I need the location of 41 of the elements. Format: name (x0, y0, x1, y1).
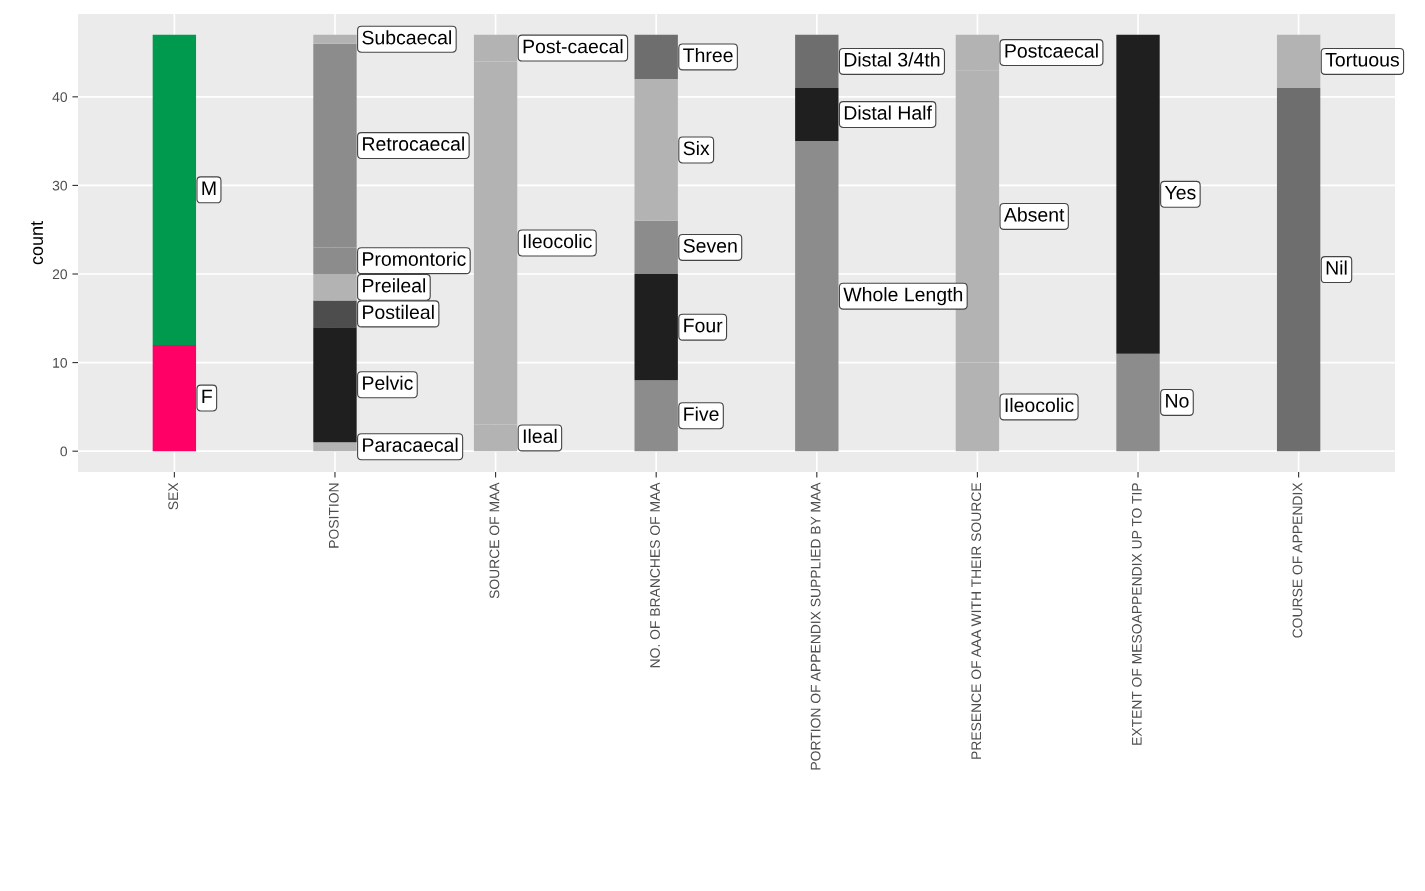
series-label: Tortuous (1325, 53, 1399, 67)
y-tick-label: 20 (52, 269, 68, 280)
x-tick-label: COURSE OF APPENDIX (1292, 482, 1303, 638)
x-tick-label: EXTENT OF MESOAPPENDIX UP TO TIP (1131, 483, 1142, 745)
series-label: M (202, 181, 216, 195)
series-label: F (202, 389, 212, 404)
y-tick-label: 10 (53, 357, 68, 368)
x-tick-label: SOURCE OF MAA (489, 482, 500, 599)
series-label: Ileal (523, 428, 557, 444)
series-label: Postileal (363, 304, 434, 320)
series-label: Pelvic (363, 375, 413, 390)
series-label: Post-caecal (523, 39, 623, 54)
series-label: Postcaecal (1005, 43, 1098, 58)
series-label: Three (683, 47, 733, 63)
x-tick-label: POSITION (328, 483, 339, 548)
x-tick-label: PORTION OF APPENDIX SUPPLIED BY MAA (810, 482, 821, 770)
x-tick-label: PRESENCE OF AAA WITH THEIR SOURCE (971, 483, 982, 759)
series-label: Five (684, 406, 719, 421)
y-tick-label: 0 (60, 446, 68, 457)
y-tick-label: 30 (52, 180, 68, 191)
series-label: Preileal (363, 278, 426, 293)
series-label: Nil (1326, 260, 1347, 275)
series-label: Retrocaecal (363, 136, 464, 151)
series-label: Whole Length (843, 287, 963, 306)
x-tick-label: NO. OF BRANCHES OF MAA (650, 482, 660, 668)
series-label: Distal 3/4th (844, 52, 940, 67)
series-label: Six (683, 140, 710, 156)
series-label: Ileocolic (1005, 397, 1074, 413)
series-label: Paracaecal (363, 437, 458, 452)
series-label: Seven (683, 238, 737, 253)
series-label: No (1166, 394, 1189, 408)
series-label: Subcaecal (362, 30, 451, 45)
x-tick-label: SEX (168, 482, 179, 510)
series-label: Yes (1164, 185, 1196, 200)
series-label: Distal Half (844, 105, 932, 120)
series-label: Four (684, 318, 723, 333)
y-axis-title: count (31, 221, 44, 265)
series-label: Promontoric (363, 251, 466, 266)
y-tick-label: 40 (52, 92, 68, 102)
series-label: Ileocolic (523, 233, 592, 249)
series-label: Absent (1003, 207, 1065, 222)
